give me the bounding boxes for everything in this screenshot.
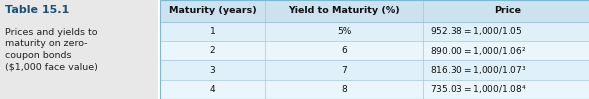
Text: 3: 3 <box>210 66 216 75</box>
Bar <box>160 0 589 22</box>
Bar <box>160 0 589 99</box>
Text: Prices and yields to
maturity on zero-
coupon bonds
($1,000 face value): Prices and yields to maturity on zero- c… <box>5 28 98 71</box>
Bar <box>0 0 158 99</box>
Text: $816.30 = $1,000/1.07³: $816.30 = $1,000/1.07³ <box>430 64 527 76</box>
Text: 8: 8 <box>341 85 347 94</box>
Bar <box>160 60 589 80</box>
Text: 6: 6 <box>341 46 347 55</box>
Text: $952.38 = $1,000/1.05: $952.38 = $1,000/1.05 <box>430 25 522 37</box>
Text: 5%: 5% <box>337 27 351 36</box>
Text: Table 15.1: Table 15.1 <box>5 5 69 15</box>
Text: $735.03 = $1,000/1.08⁴: $735.03 = $1,000/1.08⁴ <box>430 83 527 95</box>
Text: 1: 1 <box>210 27 216 36</box>
Text: $890.00 = $1,000/1.06²: $890.00 = $1,000/1.06² <box>430 45 527 57</box>
Text: 7: 7 <box>341 66 347 75</box>
Text: Maturity (years): Maturity (years) <box>169 6 256 15</box>
Text: Yield to Maturity (%): Yield to Maturity (%) <box>288 6 400 15</box>
Text: Price: Price <box>494 6 521 15</box>
Bar <box>160 80 589 99</box>
Text: 4: 4 <box>210 85 216 94</box>
Bar <box>160 41 589 60</box>
Bar <box>160 22 589 41</box>
Text: 2: 2 <box>210 46 216 55</box>
